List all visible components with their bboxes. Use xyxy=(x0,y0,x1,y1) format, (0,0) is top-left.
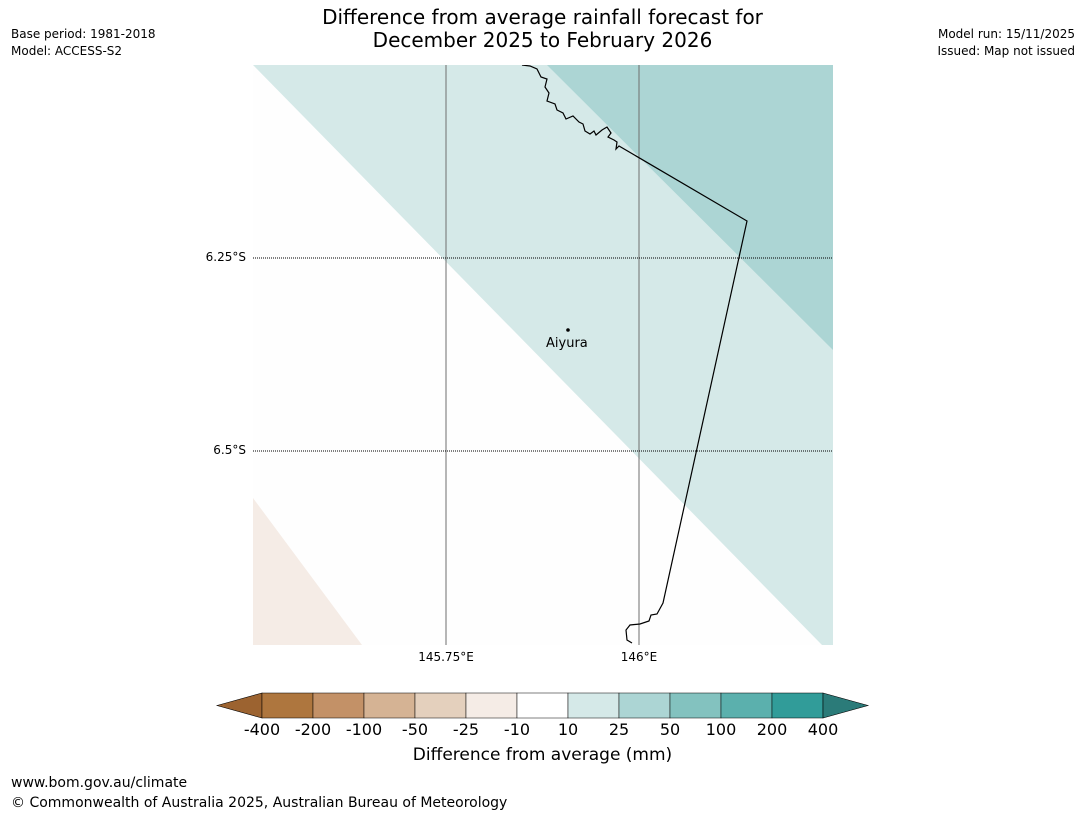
colorbar-tick-label: 10 xyxy=(557,720,579,739)
colorbar-bin xyxy=(720,692,773,719)
model-run-text: Model run: 15/11/2025 xyxy=(937,27,1075,41)
colorbar-bin xyxy=(669,692,722,719)
colorbar-extend-low xyxy=(215,692,263,719)
place-label-aiyura: Aiyura xyxy=(546,336,588,351)
lon-label-145-75: 145.75°E xyxy=(418,650,474,664)
colorbar-tick-label: -200 xyxy=(294,720,332,739)
lat-label-6-25: 6.25°S xyxy=(205,250,246,264)
colorbar-tick-label: -100 xyxy=(345,720,383,739)
title-line-2: December 2025 to February 2026 xyxy=(372,28,713,52)
copyright-text: © Commonwealth of Australia 2025, Austra… xyxy=(11,795,508,811)
base-period-text: Base period: 1981-2018 xyxy=(11,27,156,41)
colorbar-bin xyxy=(312,692,365,719)
colorbar-extend-high xyxy=(822,692,870,719)
region-minus25-to-minus10 xyxy=(253,498,362,645)
lon-label-146: 146°E xyxy=(620,650,658,664)
colorbar-bin xyxy=(567,692,620,719)
aiyura-marker[interactable] xyxy=(566,328,570,332)
colorbar-bin xyxy=(618,692,671,719)
colorbar-title: Difference from average (mm) xyxy=(412,745,673,765)
colorbar-tick-label: 200 xyxy=(756,720,788,739)
colorbar-tick-label: -400 xyxy=(243,720,281,739)
colorbar-tick-label: -25 xyxy=(452,720,480,739)
colorbar-bin xyxy=(516,692,569,719)
colorbar-tick-label: 50 xyxy=(659,720,681,739)
colorbar-tick-label: 100 xyxy=(705,720,737,739)
region-10-to-25 xyxy=(253,65,833,645)
colorbar-bin xyxy=(261,692,314,719)
model-text: Model: ACCESS-S2 xyxy=(11,44,123,58)
colorbar-bin xyxy=(363,692,416,719)
colorbar-tick-label: 400 xyxy=(807,720,839,739)
issued-text: Issued: Map not issued xyxy=(937,44,1075,58)
province-boundary xyxy=(521,65,748,644)
colorbar-bin xyxy=(771,692,824,719)
region-25-to-50 xyxy=(547,65,833,350)
colorbar-tick-label: 25 xyxy=(608,720,630,739)
colorbar-tick-label: -50 xyxy=(401,720,429,739)
lat-label-6-5: 6.5°S xyxy=(213,443,246,457)
colorbar-bin xyxy=(465,692,518,719)
map-title: Difference from average rainfall forecas… xyxy=(0,6,1085,52)
bom-url-link[interactable]: www.bom.gov.au/climate xyxy=(11,775,188,791)
title-line-1: Difference from average rainfall forecas… xyxy=(322,5,763,29)
map-frame xyxy=(253,65,833,645)
colorbar-bin xyxy=(414,692,467,719)
colorbar-tick-label: -10 xyxy=(503,720,531,739)
